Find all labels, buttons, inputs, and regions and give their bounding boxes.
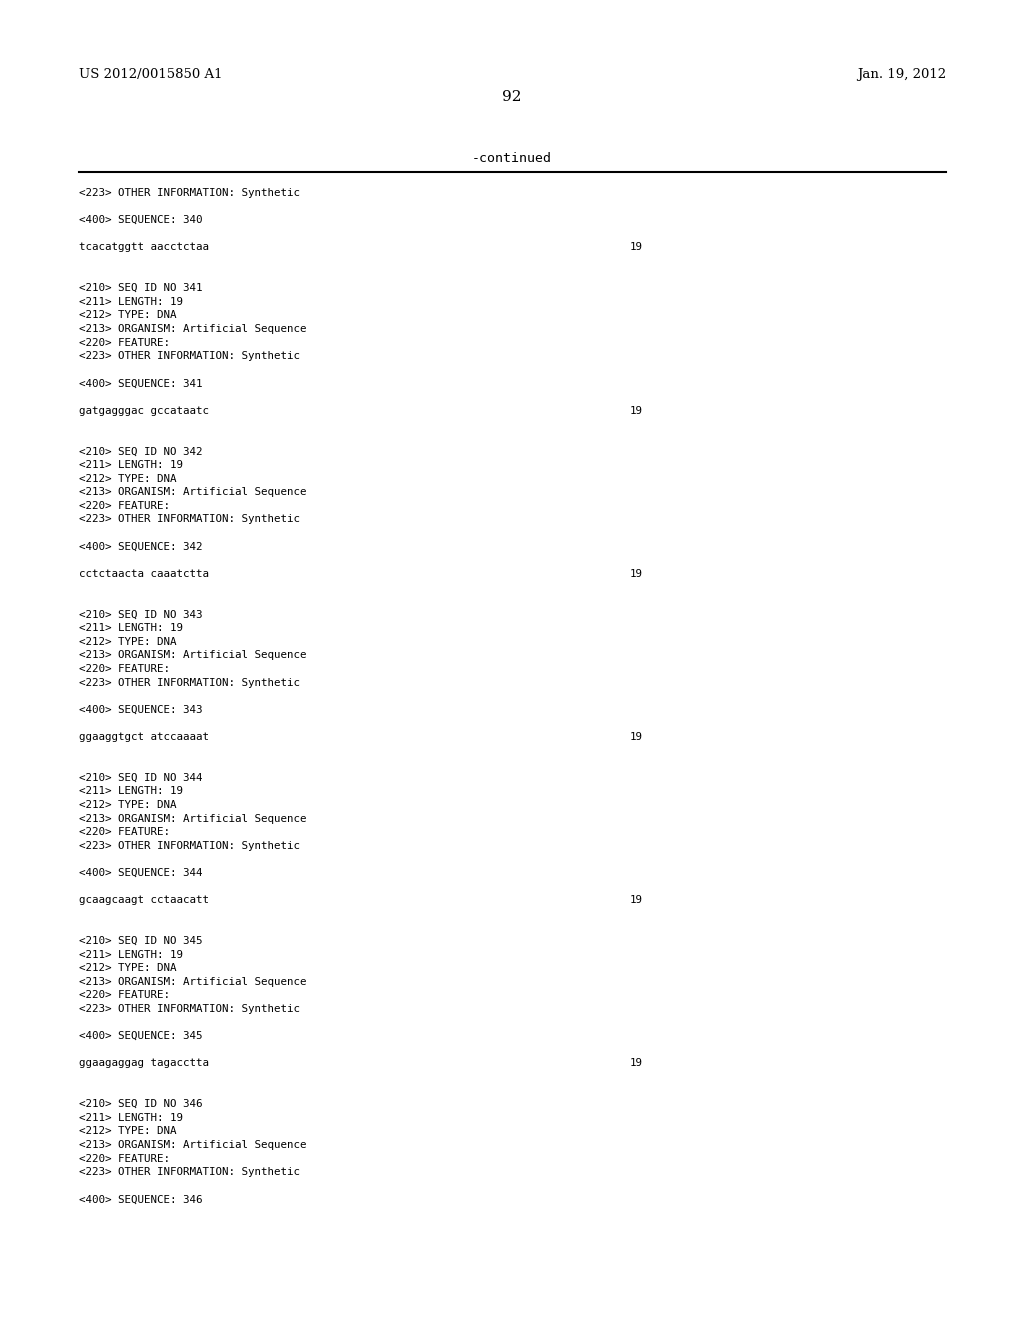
Text: <212> TYPE: DNA: <212> TYPE: DNA: [79, 1126, 176, 1137]
Text: <400> SEQUENCE: 340: <400> SEQUENCE: 340: [79, 215, 203, 226]
Text: <220> FEATURE:: <220> FEATURE:: [79, 990, 170, 1001]
Text: <223> OTHER INFORMATION: Synthetic: <223> OTHER INFORMATION: Synthetic: [79, 1005, 300, 1014]
Text: <212> TYPE: DNA: <212> TYPE: DNA: [79, 474, 176, 483]
Text: <212> TYPE: DNA: <212> TYPE: DNA: [79, 310, 176, 321]
Text: 19: 19: [630, 569, 643, 578]
Text: 19: 19: [630, 1059, 643, 1068]
Text: gatgagggac gccataatc: gatgagggac gccataatc: [79, 405, 209, 416]
Text: <211> LENGTH: 19: <211> LENGTH: 19: [79, 787, 183, 796]
Text: <220> FEATURE:: <220> FEATURE:: [79, 500, 170, 511]
Text: <223> OTHER INFORMATION: Synthetic: <223> OTHER INFORMATION: Synthetic: [79, 1167, 300, 1177]
Text: <220> FEATURE:: <220> FEATURE:: [79, 338, 170, 347]
Text: <400> SEQUENCE: 343: <400> SEQUENCE: 343: [79, 705, 203, 715]
Text: gcaagcaagt cctaacatt: gcaagcaagt cctaacatt: [79, 895, 209, 906]
Text: <220> FEATURE:: <220> FEATURE:: [79, 828, 170, 837]
Text: cctctaacta caaatctta: cctctaacta caaatctta: [79, 569, 209, 578]
Text: <211> LENGTH: 19: <211> LENGTH: 19: [79, 297, 183, 306]
Text: 19: 19: [630, 243, 643, 252]
Text: <212> TYPE: DNA: <212> TYPE: DNA: [79, 636, 176, 647]
Text: ggaagaggag tagacctta: ggaagaggag tagacctta: [79, 1059, 209, 1068]
Text: Jan. 19, 2012: Jan. 19, 2012: [857, 69, 946, 81]
Text: <223> OTHER INFORMATION: Synthetic: <223> OTHER INFORMATION: Synthetic: [79, 515, 300, 524]
Text: 92: 92: [502, 90, 522, 104]
Text: 19: 19: [630, 405, 643, 416]
Text: <213> ORGANISM: Artificial Sequence: <213> ORGANISM: Artificial Sequence: [79, 813, 306, 824]
Text: <212> TYPE: DNA: <212> TYPE: DNA: [79, 964, 176, 973]
Text: <210> SEQ ID NO 346: <210> SEQ ID NO 346: [79, 1100, 203, 1109]
Text: <220> FEATURE:: <220> FEATURE:: [79, 1154, 170, 1164]
Text: <213> ORGANISM: Artificial Sequence: <213> ORGANISM: Artificial Sequence: [79, 487, 306, 498]
Text: <400> SEQUENCE: 346: <400> SEQUENCE: 346: [79, 1195, 203, 1204]
Text: <400> SEQUENCE: 342: <400> SEQUENCE: 342: [79, 541, 203, 552]
Text: <213> ORGANISM: Artificial Sequence: <213> ORGANISM: Artificial Sequence: [79, 323, 306, 334]
Text: <213> ORGANISM: Artificial Sequence: <213> ORGANISM: Artificial Sequence: [79, 977, 306, 987]
Text: 19: 19: [630, 895, 643, 906]
Text: <223> OTHER INFORMATION: Synthetic: <223> OTHER INFORMATION: Synthetic: [79, 841, 300, 851]
Text: <212> TYPE: DNA: <212> TYPE: DNA: [79, 800, 176, 810]
Text: <213> ORGANISM: Artificial Sequence: <213> ORGANISM: Artificial Sequence: [79, 1140, 306, 1150]
Text: <210> SEQ ID NO 344: <210> SEQ ID NO 344: [79, 772, 203, 783]
Text: <210> SEQ ID NO 345: <210> SEQ ID NO 345: [79, 936, 203, 946]
Text: <211> LENGTH: 19: <211> LENGTH: 19: [79, 459, 183, 470]
Text: 19: 19: [630, 733, 643, 742]
Text: <223> OTHER INFORMATION: Synthetic: <223> OTHER INFORMATION: Synthetic: [79, 187, 300, 198]
Text: <210> SEQ ID NO 341: <210> SEQ ID NO 341: [79, 284, 203, 293]
Text: <223> OTHER INFORMATION: Synthetic: <223> OTHER INFORMATION: Synthetic: [79, 351, 300, 362]
Text: <211> LENGTH: 19: <211> LENGTH: 19: [79, 623, 183, 634]
Text: US 2012/0015850 A1: US 2012/0015850 A1: [79, 69, 222, 81]
Text: <400> SEQUENCE: 345: <400> SEQUENCE: 345: [79, 1031, 203, 1041]
Text: <220> FEATURE:: <220> FEATURE:: [79, 664, 170, 675]
Text: <211> LENGTH: 19: <211> LENGTH: 19: [79, 949, 183, 960]
Text: ggaaggtgct atccaaaat: ggaaggtgct atccaaaat: [79, 733, 209, 742]
Text: <210> SEQ ID NO 342: <210> SEQ ID NO 342: [79, 446, 203, 457]
Text: <400> SEQUENCE: 344: <400> SEQUENCE: 344: [79, 869, 203, 878]
Text: <213> ORGANISM: Artificial Sequence: <213> ORGANISM: Artificial Sequence: [79, 651, 306, 660]
Text: <400> SEQUENCE: 341: <400> SEQUENCE: 341: [79, 379, 203, 388]
Text: <223> OTHER INFORMATION: Synthetic: <223> OTHER INFORMATION: Synthetic: [79, 677, 300, 688]
Text: <211> LENGTH: 19: <211> LENGTH: 19: [79, 1113, 183, 1123]
Text: tcacatggtt aacctctaa: tcacatggtt aacctctaa: [79, 243, 209, 252]
Text: -continued: -continued: [472, 152, 552, 165]
Text: <210> SEQ ID NO 343: <210> SEQ ID NO 343: [79, 610, 203, 619]
